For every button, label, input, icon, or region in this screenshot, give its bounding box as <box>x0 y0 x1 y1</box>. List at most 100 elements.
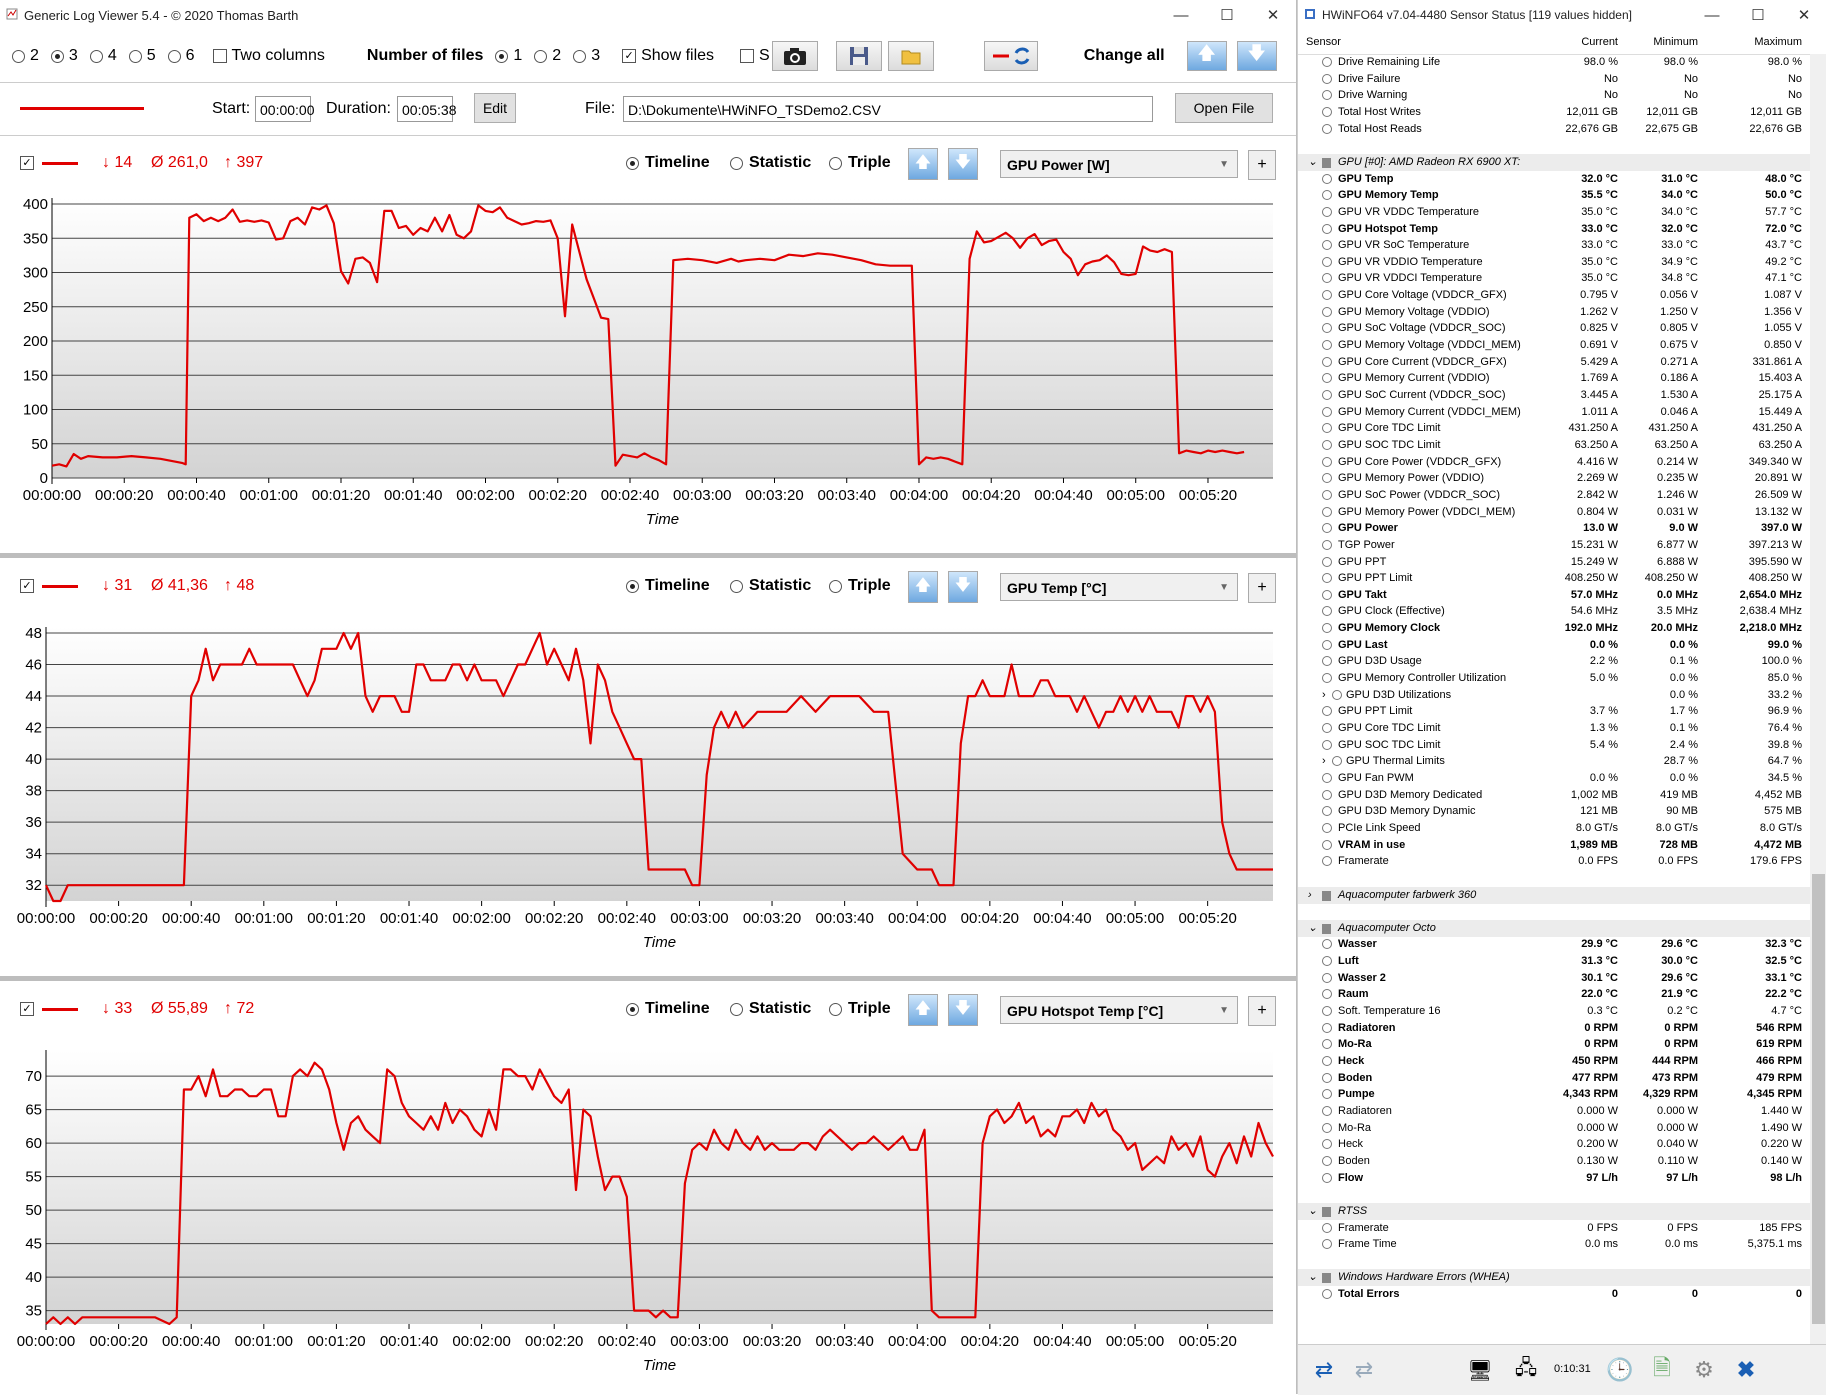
sensor-row[interactable]: Drive Failure No No No <box>1298 71 1810 88</box>
sensor-row[interactable]: Raum 22.0 °C 21.9 °C 22.2 °C <box>1298 986 1810 1003</box>
sensor-row[interactable]: GPU SOC TDC Limit 63.250 A 63.250 A 63.250 … <box>1298 437 1810 454</box>
column-header-current[interactable]: Current <box>1581 36 1618 48</box>
move-up-button[interactable]: 🡅 <box>1186 41 1227 71</box>
sensor-row[interactable]: GPU VR VDDIO Temperature 35.0 °C 34.9 °C 49… <box>1298 254 1810 271</box>
panel-count-2[interactable]: 2 <box>12 47 39 65</box>
sensor-row[interactable]: GPU Hotspot Temp 33.0 °C 32.0 °C 72.0 °C <box>1298 221 1810 238</box>
chevron-right-icon[interactable]: › <box>1322 755 1326 768</box>
view-mode-timeline[interactable]: Timeline <box>626 1000 710 1018</box>
sensor-row[interactable]: GPU Memory Voltage (VDDCI_MEM) 0.691 V 0.6… <box>1298 337 1810 354</box>
series-move-up-button[interactable]: 🡅 <box>908 148 938 180</box>
sensor-row[interactable]: GPU Core Voltage (VDDCR_GFX) 0.795 V 0.056… <box>1298 287 1810 304</box>
save-button[interactable] <box>835 41 882 71</box>
sensor-row[interactable]: GPU Last 0.0 % 0.0 % 99.0 % <box>1298 637 1810 654</box>
chevron-down-icon[interactable]: ⌄ <box>1308 155 1318 168</box>
sensor-group-header[interactable]: › Aquacomputer farbwerk 360 <box>1298 886 1810 904</box>
sensor-row[interactable]: Framerate 0 FPS 0 FPS 185 FPS <box>1298 1220 1810 1237</box>
minimize-button[interactable]: — <box>1173 6 1189 24</box>
file-line-color-swatch[interactable] <box>20 107 144 110</box>
line-color-refresh-button[interactable] <box>983 41 1038 71</box>
edit-button[interactable]: Edit <box>474 93 516 123</box>
sensor-row[interactable]: › GPU D3D Utilizations 0.0 % 33.2 % <box>1298 687 1810 704</box>
file-count-3[interactable]: 3 <box>573 47 600 65</box>
panel-count-4[interactable]: 4 <box>89 47 117 65</box>
sensor-row[interactable]: GPU SoC Power (VDDCR_SOC) 2.842 W 1.246 W 2… <box>1298 487 1810 504</box>
chevron-right-icon[interactable]: › <box>1322 688 1326 701</box>
sensor-group-header[interactable]: ⌄ Aquacomputer Octo <box>1298 919 1810 937</box>
scrollbar-thumb[interactable] <box>1812 874 1825 1324</box>
sensor-row[interactable]: GPU SOC TDC Limit 5.4 % 2.4 % 39.8 % <box>1298 737 1810 754</box>
file-count-2[interactable]: 2 <box>534 47 561 65</box>
sensor-row[interactable]: PCIe Link Speed 8.0 GT/s 8.0 GT/s 8.0 GT/s <box>1298 820 1810 837</box>
chevron-down-icon[interactable]: ⌄ <box>1308 1271 1318 1284</box>
sensor-row[interactable]: GPU Core TDC Limit 1.3 % 0.1 % 76.4 % <box>1298 720 1810 737</box>
sensor-row[interactable]: GPU SoC Voltage (VDDCR_SOC) 0.825 V 0.805 … <box>1298 320 1810 337</box>
sensor-row[interactable]: VRAM in use 1,989 MB 728 MB 4,472 MB <box>1298 837 1810 854</box>
add-series-button[interactable]: + <box>1248 573 1276 603</box>
series-move-down-button[interactable]: 🡇 <box>948 148 978 180</box>
network-button[interactable]: 🖥 <box>1462 1353 1498 1387</box>
maximize-button[interactable]: ☐ <box>1220 7 1234 24</box>
view-mode-statistic[interactable]: Statistic <box>730 154 811 172</box>
sensor-row[interactable]: Mo-Ra 0.000 W 0.000 W 1.490 W <box>1298 1120 1810 1137</box>
sensor-row[interactable]: GPU Memory Current (VDDCI_MEM) 1.011 A 0.0… <box>1298 404 1810 421</box>
sensor-row[interactable]: GPU Memory Current (VDDIO) 1.769 A 0.186 A… <box>1298 370 1810 387</box>
sensor-row[interactable]: Framerate 0.0 FPS 0.0 FPS 179.6 FPS <box>1298 853 1810 870</box>
panel-count-5[interactable]: 5 <box>128 47 156 65</box>
column-header-sensor[interactable]: Sensor <box>1306 36 1341 48</box>
sensor-row[interactable]: Frame Time 0.0 ms 0.0 ms 5,375.1 ms <box>1298 1236 1810 1253</box>
open-folder-button[interactable] <box>887 41 934 71</box>
panel-count-3[interactable]: 3 <box>50 47 78 65</box>
sensor-row[interactable]: GPU Takt 57.0 MHz 0.0 MHz 2,654.0 MHz <box>1298 587 1810 604</box>
sensor-row[interactable]: GPU Memory Power (VDDIO) 2.269 W 0.235 W 20… <box>1298 470 1810 487</box>
sensor-row[interactable]: Mo-Ra 0 RPM 0 RPM 619 RPM <box>1298 1036 1810 1053</box>
sensor-row[interactable]: Total Errors 0 0 0 <box>1298 1286 1810 1303</box>
sensor-row[interactable]: GPU Power 13.0 W 9.0 W 397.0 W <box>1298 520 1810 537</box>
layout-toggle-button-2[interactable]: ⇄ <box>1346 1353 1382 1387</box>
sensor-row[interactable]: Wasser 29.9 °C 29.6 °C 32.3 °C <box>1298 936 1810 953</box>
sensor-row[interactable]: › GPU Thermal Limits 28.7 % 64.7 % <box>1298 753 1810 770</box>
hwinfo-minimize-button[interactable]: — <box>1704 6 1720 24</box>
series-move-up-button[interactable]: 🡅 <box>908 571 938 603</box>
panel-count-6[interactable]: 6 <box>167 47 195 65</box>
chevron-down-icon[interactable]: ⌄ <box>1308 921 1318 934</box>
series-color-swatch[interactable] <box>42 162 78 165</box>
series-color-swatch[interactable] <box>42 1008 78 1011</box>
sensor-row[interactable]: Boden 0.130 W 0.110 W 0.140 W <box>1298 1153 1810 1170</box>
series-visible-checkbox[interactable]: ✓ <box>20 579 34 593</box>
sensor-row[interactable]: GPU VR VDDC Temperature 35.0 °C 34.0 °C 57.… <box>1298 204 1810 221</box>
view-mode-statistic[interactable]: Statistic <box>730 1000 811 1018</box>
view-mode-triple[interactable]: Triple <box>829 154 891 172</box>
close-button[interactable]: ✕ <box>1266 7 1280 24</box>
sensor-row[interactable]: GPU VR SoC Temperature 33.0 °C 33.0 °C 43.7… <box>1298 237 1810 254</box>
start-input[interactable]: 00:00:00 <box>255 96 315 122</box>
series-visible-checkbox[interactable]: ✓ <box>20 1002 34 1016</box>
settings-button[interactable]: ⚙ <box>1686 1353 1722 1387</box>
sensor-row[interactable]: TGP Power 15.231 W 6.877 W 397.213 W <box>1298 537 1810 554</box>
sensor-row[interactable]: Boden 477 RPM 473 RPM 479 RPM <box>1298 1070 1810 1087</box>
panel-divider[interactable] <box>0 976 1296 981</box>
sensor-row[interactable]: GPU PPT 15.249 W 6.888 W 395.590 W <box>1298 554 1810 571</box>
file-count-1[interactable]: 1 <box>495 47 522 65</box>
sensor-row[interactable]: GPU Memory Voltage (VDDIO) 1.262 V 1.250 V… <box>1298 304 1810 321</box>
add-series-button[interactable]: + <box>1248 996 1276 1026</box>
series-color-swatch[interactable] <box>42 585 78 588</box>
file-path-input[interactable]: D:\Dokumente\HWiNFO_TSDemo2.CSV <box>623 96 1153 122</box>
sensor-scrollbar[interactable] <box>1810 54 1826 1344</box>
sensor-row[interactable]: GPU Core TDC Limit 431.250 A 431.250 A 431.… <box>1298 420 1810 437</box>
sensor-row[interactable]: GPU Temp 32.0 °C 31.0 °C 48.0 °C <box>1298 171 1810 188</box>
sensor-row[interactable]: GPU Core Current (VDDCR_GFX) 5.429 A 0.271… <box>1298 354 1810 371</box>
sensor-row[interactable]: GPU D3D Memory Dedicated 1,002 MB 419 MB 4,… <box>1298 787 1810 804</box>
sensor-row[interactable]: Heck 450 RPM 444 RPM 466 RPM <box>1298 1053 1810 1070</box>
sensor-row[interactable]: Heck 0.200 W 0.040 W 0.220 W <box>1298 1136 1810 1153</box>
series-move-down-button[interactable]: 🡇 <box>948 571 978 603</box>
sensor-row[interactable]: GPU Memory Controller Utilization 5.0 % 0.… <box>1298 670 1810 687</box>
close-sensors-button[interactable]: ✖ <box>1728 1353 1764 1387</box>
add-series-button[interactable]: + <box>1248 150 1276 180</box>
series-move-down-button[interactable]: 🡇 <box>948 994 978 1026</box>
sensor-row[interactable]: Soft. Temperature 16 0.3 °C 0.2 °C 4.7 °C <box>1298 1003 1810 1020</box>
sensor-row[interactable]: GPU Clock (Effective) 54.6 MHz 3.5 MHz 2,63… <box>1298 603 1810 620</box>
sensor-select[interactable]: GPU Temp [°C] ▼ <box>1000 573 1238 601</box>
column-header-minimum[interactable]: Minimum <box>1653 36 1698 48</box>
view-mode-timeline[interactable]: Timeline <box>626 577 710 595</box>
